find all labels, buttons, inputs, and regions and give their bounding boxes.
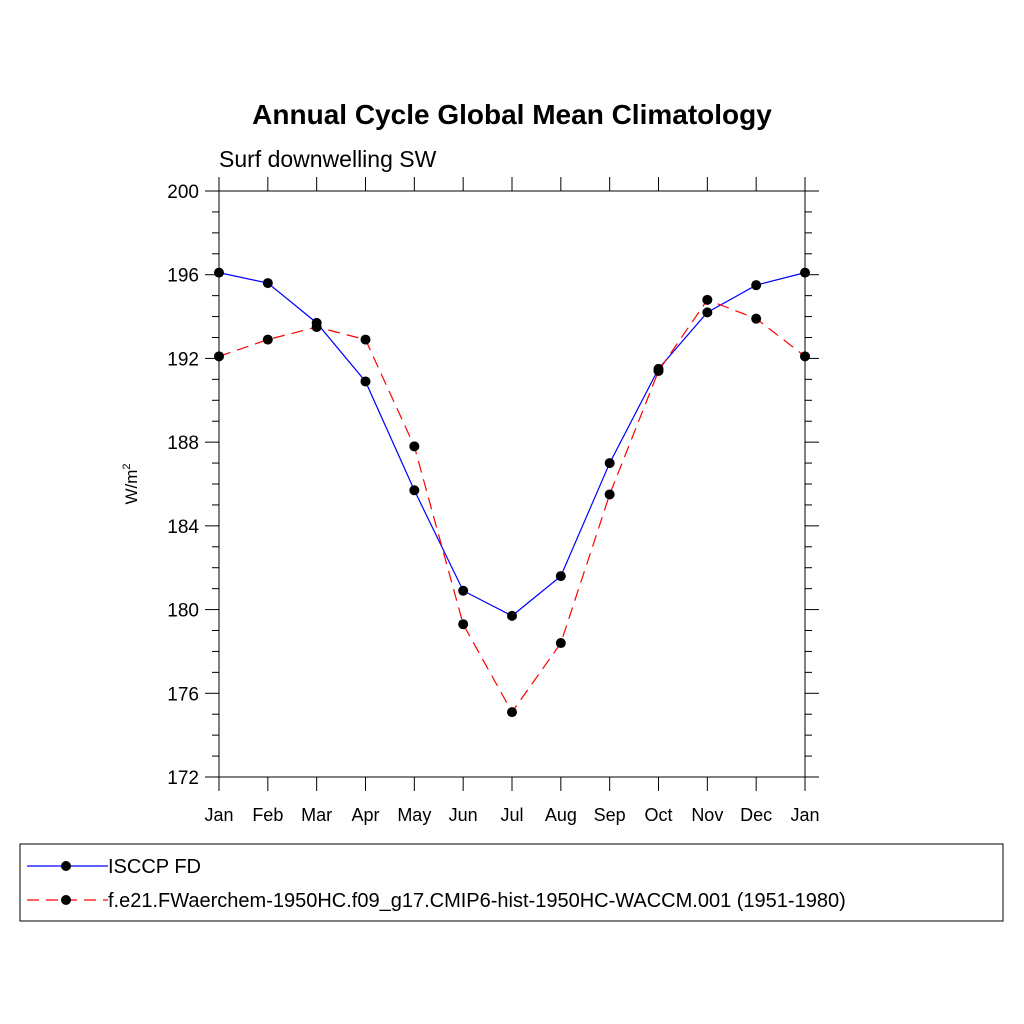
series-layer — [214, 267, 810, 718]
series-2-point — [751, 313, 762, 324]
series-1-point — [214, 267, 224, 278]
legend-box — [19, 843, 1004, 922]
series-1-point — [555, 571, 566, 582]
y-axis-label-base: W/m — [122, 470, 141, 505]
legend-marker-1 — [61, 861, 71, 871]
series-2-point — [653, 365, 664, 376]
chart-title: Annual Cycle Global Mean Climatology — [252, 99, 772, 130]
x-tick-label: Mar — [301, 805, 332, 825]
series-1-point — [262, 278, 273, 289]
x-tick-label: Jan — [790, 805, 819, 825]
chart-subtitle: Surf downwelling SW — [219, 146, 437, 172]
x-tick-label: Aug — [545, 805, 577, 825]
x-tick-label: Oct — [644, 805, 672, 825]
y-tick-label: 196 — [167, 266, 199, 287]
x-tick-label: Nov — [691, 805, 723, 825]
series-2-point — [458, 619, 469, 630]
y-tick-label: 180 — [167, 601, 199, 622]
series-1-point — [507, 610, 517, 621]
series-2-point — [800, 351, 810, 362]
series-2-point — [555, 638, 566, 649]
series-2-point — [262, 334, 273, 345]
legend: ISCCP FD f.e21.FWaerchem-1950HC.f09_g17.C… — [27, 856, 846, 912]
series-1-point — [360, 376, 371, 387]
series-2-point — [507, 707, 517, 718]
series-2-point — [311, 322, 322, 333]
legend-label-2: f.e21.FWaerchem-1950HC.f09_g17.CMIP6-his… — [108, 890, 846, 912]
y-tick-label: 184 — [167, 517, 199, 538]
series-2-point — [214, 351, 224, 362]
series-line-2 — [218, 299, 806, 714]
plot-frame — [218, 190, 806, 778]
y-tick-labels: 172 176 180 184 188 192 196 200 — [167, 182, 199, 789]
x-tick-label: Jun — [449, 805, 478, 825]
y-axis-label-superscript: 2 — [121, 463, 133, 469]
series-1-point — [702, 307, 713, 318]
y-tick-label: 200 — [167, 182, 199, 203]
legend-label-1: ISCCP FD — [108, 856, 201, 878]
series-1-point — [604, 458, 615, 469]
x-tick-label: Dec — [740, 805, 772, 825]
series-2-point — [702, 294, 713, 305]
series-2-point — [604, 489, 615, 500]
y-axis-label: W/m2 — [121, 463, 141, 504]
svg-text:W/m2: W/m2 — [121, 463, 141, 504]
y-tick-label: 176 — [167, 684, 199, 705]
series-2-point — [360, 334, 371, 345]
legend-marker-2 — [61, 895, 71, 905]
x-tick-labels: Jan Feb Mar Apr May Jun Jul Aug Sep Oct Nov Dec Jan — [204, 805, 819, 825]
x-tick-label: Jul — [500, 805, 523, 825]
y-tick-label: 192 — [167, 349, 199, 370]
x-tick-label: Jan — [204, 805, 233, 825]
y-tick-label: 172 — [167, 768, 199, 789]
series-line-1 — [218, 272, 806, 617]
series-1-point — [751, 280, 762, 291]
x-tick-label: May — [397, 805, 431, 825]
x-tick-label: Apr — [351, 805, 379, 825]
y-tick-label: 188 — [167, 433, 199, 454]
x-tick-label: Feb — [252, 805, 283, 825]
series-1-point — [409, 485, 420, 496]
x-tick-label: Sep — [594, 805, 626, 825]
series-1-point — [458, 585, 469, 596]
series-1-point — [800, 267, 810, 278]
series-2-point — [409, 441, 420, 452]
ticks-layer — [205, 177, 819, 791]
